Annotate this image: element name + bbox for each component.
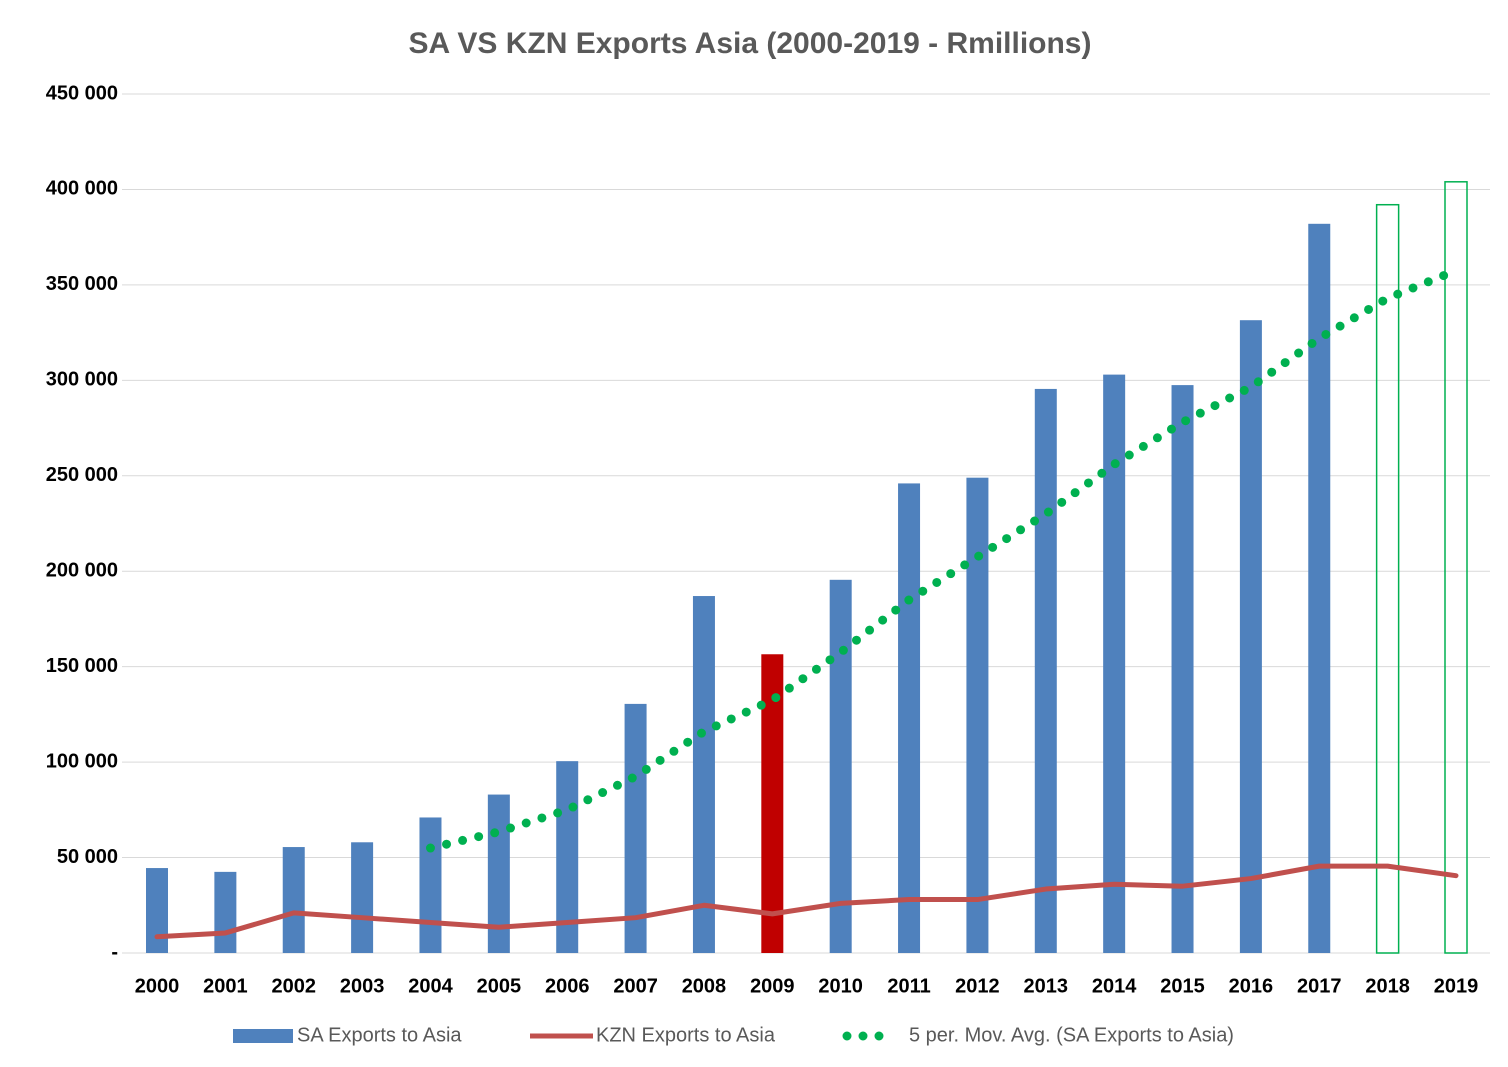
- y-tick-label: 200 000: [46, 560, 118, 582]
- x-tick-label: 2014: [1092, 975, 1137, 997]
- legend-label: 5 per. Mov. Avg. (SA Exports to Asia): [909, 1024, 1234, 1046]
- x-tick-label: 2007: [613, 975, 658, 997]
- y-tick-label: 450 000: [46, 82, 118, 104]
- bar: [692, 596, 715, 953]
- y-tick-label: 250 000: [46, 464, 118, 486]
- bar: [146, 868, 168, 953]
- y-tick-label: 300 000: [46, 369, 118, 391]
- x-tick-label: 2006: [545, 975, 590, 997]
- x-tick-label: 2017: [1297, 975, 1342, 997]
- moving-average-line: [425, 266, 1461, 853]
- x-tick-label: 2018: [1365, 975, 1410, 997]
- x-tick-label: 2011: [887, 975, 930, 997]
- bar: [761, 654, 784, 953]
- y-tick-label: 100 000: [46, 750, 118, 772]
- x-tick-label: 2003: [340, 975, 385, 997]
- chart-title: SA VS KZN Exports Asia (2000-2019 - Rmil…: [409, 27, 1092, 60]
- y-tick-label: 150 000: [46, 655, 118, 677]
- x-tick-label: 2005: [477, 975, 522, 997]
- bar: [898, 483, 921, 953]
- bar: [1103, 374, 1126, 953]
- line: [154, 863, 1459, 940]
- bar: [214, 871, 237, 953]
- x-tick-label: 2019: [1434, 975, 1479, 997]
- x-tick-label: 2015: [1160, 975, 1205, 997]
- bar: [282, 847, 305, 953]
- legend-label: SA Exports to Asia: [297, 1024, 462, 1046]
- x-tick-label: 2002: [271, 975, 316, 997]
- bar: [351, 842, 374, 953]
- bar: [624, 703, 647, 953]
- bar: [1034, 388, 1057, 953]
- bar: [1444, 181, 1468, 954]
- y-tick-label: 350 000: [46, 273, 118, 295]
- legend-label: KZN Exports to Asia: [596, 1024, 776, 1046]
- x-tick-label: 2016: [1229, 975, 1274, 997]
- bar: [1375, 203, 1400, 954]
- y-tick-label: 400 000: [46, 178, 118, 200]
- bar: [966, 477, 989, 953]
- x-tick-label: 2010: [818, 975, 863, 997]
- x-tick-label: 2009: [750, 975, 795, 997]
- legend-swatch: [233, 1029, 293, 1043]
- x-tick-label: 2012: [955, 975, 1000, 997]
- bar: [829, 579, 852, 953]
- bar: [419, 817, 442, 953]
- bar: [1171, 385, 1194, 953]
- x-tick-label: 2008: [682, 975, 727, 997]
- bar: [1239, 320, 1262, 953]
- x-tick-label: 2000: [135, 975, 180, 997]
- y-tick-label: 50 000: [57, 846, 118, 868]
- x-tick-label: 2004: [408, 975, 453, 997]
- x-tick-label: 2001: [203, 975, 248, 997]
- x-tick-label: 2013: [1024, 975, 1069, 997]
- y-tick-label: -: [111, 941, 118, 963]
- bar: [1308, 223, 1331, 953]
